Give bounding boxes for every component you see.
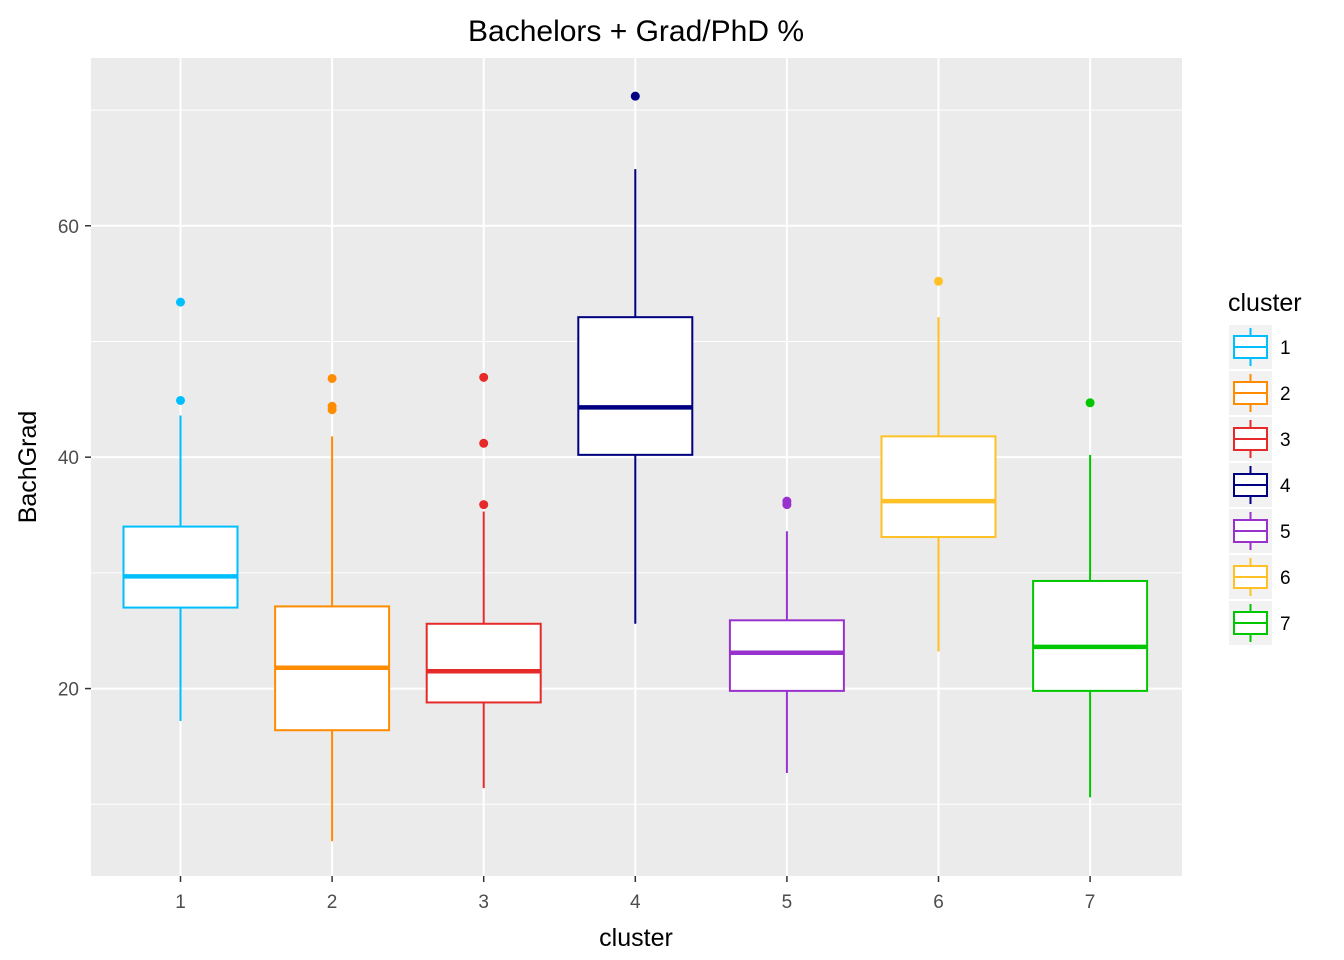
x-tick-label: 4 — [630, 892, 641, 913]
outlier-point — [479, 438, 489, 448]
iqr-box — [122, 525, 239, 609]
legend-item-7: 7 — [1229, 601, 1291, 645]
outlier-point — [176, 395, 185, 405]
legend-label: 3 — [1280, 430, 1291, 451]
legend-item-4: 4 — [1229, 463, 1291, 507]
legend-item-2: 2 — [1229, 371, 1291, 415]
plot-panel — [91, 58, 1182, 876]
legend-label: 7 — [1280, 614, 1291, 635]
box-cluster-4 — [577, 91, 694, 624]
outlier-point — [630, 91, 640, 101]
outlier-point — [934, 276, 943, 286]
iqr-box — [728, 619, 845, 692]
y-tick-label: 20 — [58, 680, 79, 701]
box-cluster-3 — [425, 372, 542, 789]
legend-label: 5 — [1280, 522, 1291, 543]
legend: cluster 1 2 3 4 5 6 7 — [1228, 289, 1302, 645]
y-axis-title: BachGrad — [14, 411, 42, 524]
axes: 20 40 60 1 2 3 4 5 6 7 — [58, 217, 1096, 913]
outlier-point — [327, 401, 337, 411]
boxes — [122, 91, 1149, 842]
y-tick-label: 60 — [58, 217, 79, 238]
legend-label: 2 — [1280, 384, 1291, 405]
iqr-box — [425, 622, 542, 704]
outlier-point — [479, 500, 489, 510]
outlier-point — [176, 297, 185, 307]
box-cluster-5 — [728, 496, 845, 774]
outlier-point — [782, 496, 792, 506]
box-cluster-7 — [1032, 398, 1149, 798]
x-tick-label: 7 — [1085, 892, 1096, 913]
box-cluster-2 — [274, 373, 391, 842]
x-tick-label: 6 — [933, 892, 944, 913]
legend-label: 1 — [1280, 338, 1291, 359]
legend-item-6: 6 — [1229, 555, 1291, 599]
legend-items: 1 2 3 4 5 6 7 — [1229, 325, 1291, 645]
x-tick-label: 1 — [175, 892, 186, 913]
box-cluster-6 — [880, 276, 997, 652]
x-tick-label: 3 — [478, 892, 489, 913]
outlier-point — [479, 372, 489, 382]
x-tick-label: 2 — [327, 892, 338, 913]
legend-item-5: 5 — [1229, 509, 1291, 553]
legend-label: 6 — [1280, 568, 1291, 589]
legend-label: 4 — [1280, 476, 1291, 497]
chart-title: Bachelors + Grad/PhD % — [468, 15, 804, 48]
box-cluster-1 — [122, 297, 239, 721]
legend-item-1: 1 — [1229, 325, 1291, 369]
legend-title: cluster — [1228, 289, 1302, 317]
iqr-box — [577, 316, 694, 456]
iqr-box — [880, 435, 997, 538]
x-axis-title: cluster — [599, 924, 673, 952]
outlier-point — [1085, 398, 1095, 408]
iqr-box — [1032, 579, 1149, 692]
y-tick-label: 40 — [58, 448, 79, 469]
outlier-point — [327, 373, 337, 383]
legend-item-3: 3 — [1229, 417, 1291, 461]
x-tick-label: 5 — [782, 892, 793, 913]
